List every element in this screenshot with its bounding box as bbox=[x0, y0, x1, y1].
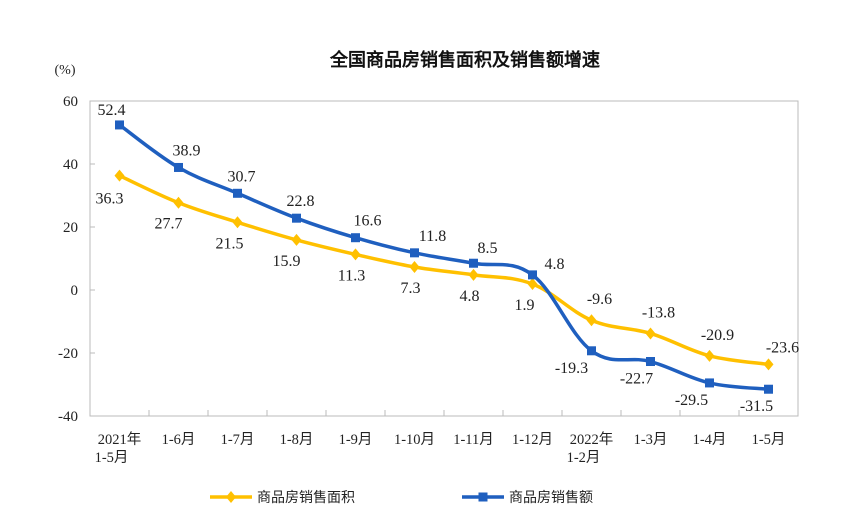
data-label: 7.3 bbox=[401, 280, 421, 297]
y-tick-label: 60 bbox=[63, 94, 78, 110]
legend-marker-diamond bbox=[226, 491, 236, 503]
data-label: 16.6 bbox=[354, 213, 382, 230]
data-point-square bbox=[764, 384, 773, 394]
series-line-1 bbox=[118, 174, 769, 367]
x-tick-label: 1-2月 bbox=[567, 450, 601, 466]
data-label: -9.6 bbox=[587, 291, 612, 308]
data-label: -22.7 bbox=[620, 371, 653, 388]
data-point-square bbox=[705, 378, 714, 388]
data-point-diamond bbox=[527, 278, 538, 291]
data-label: -13.8 bbox=[642, 304, 675, 321]
data-label: 52.4 bbox=[98, 102, 126, 119]
y-tick-label: 0 bbox=[71, 283, 79, 299]
data-point-diamond bbox=[468, 268, 479, 281]
data-label: 38.9 bbox=[173, 142, 201, 159]
data-label: 11.3 bbox=[338, 267, 365, 284]
x-tick-label: 1-6月 bbox=[162, 432, 196, 448]
data-point-square bbox=[174, 162, 183, 172]
data-label: 22.8 bbox=[287, 193, 315, 210]
data-label: 11.8 bbox=[419, 228, 446, 245]
x-tick-label: 1-4月 bbox=[693, 432, 727, 448]
data-point-square bbox=[469, 258, 478, 268]
data-label: 21.5 bbox=[216, 235, 244, 252]
x-tick-label: 2022年 bbox=[570, 431, 614, 448]
data-point-diamond bbox=[645, 327, 656, 340]
data-point-diamond bbox=[291, 233, 302, 246]
y-tick-label: -20 bbox=[58, 346, 78, 362]
data-label: -31.5 bbox=[740, 398, 773, 415]
data-point-square bbox=[351, 233, 360, 243]
x-tick-label: 1-3月 bbox=[634, 432, 668, 448]
data-label: 15.9 bbox=[273, 253, 301, 270]
data-point-square bbox=[292, 213, 301, 223]
x-tick-label: 1-5月 bbox=[95, 450, 129, 466]
data-label: 27.7 bbox=[155, 216, 183, 233]
data-point-diamond bbox=[704, 349, 715, 362]
legend-label: 商品房销售面积 bbox=[257, 490, 355, 506]
data-label: 4.8 bbox=[545, 256, 565, 273]
x-tick-label: 1-9月 bbox=[339, 432, 373, 448]
y-tick-label: -40 bbox=[58, 409, 78, 425]
data-label: 30.7 bbox=[228, 168, 256, 185]
series-line-2 bbox=[118, 123, 769, 391]
legend-label: 商品房销售额 bbox=[509, 490, 593, 506]
data-point-diamond bbox=[409, 261, 420, 274]
data-point-diamond bbox=[350, 248, 361, 261]
data-point-diamond bbox=[173, 196, 184, 209]
legend-marker-square bbox=[478, 492, 488, 502]
x-tick-label: 1-5月 bbox=[752, 432, 786, 448]
x-tick-label: 1-12月 bbox=[512, 432, 553, 448]
data-label: -20.9 bbox=[701, 327, 734, 344]
x-tick-label: 1-8月 bbox=[280, 432, 314, 448]
x-tick-label: 2021年 bbox=[98, 431, 142, 448]
x-tick-label: 1-7月 bbox=[221, 432, 255, 448]
data-point-square bbox=[528, 270, 537, 280]
data-point-square bbox=[410, 248, 419, 258]
data-point-square bbox=[587, 346, 596, 356]
data-label: -29.5 bbox=[675, 392, 708, 409]
data-label: 36.3 bbox=[96, 191, 124, 208]
data-label: 4.8 bbox=[460, 288, 480, 305]
x-tick-label: 1-10月 bbox=[394, 432, 435, 448]
data-point-square bbox=[233, 188, 242, 198]
data-point-square bbox=[646, 357, 655, 367]
data-point-diamond bbox=[763, 358, 774, 371]
y-tick-label: 20 bbox=[63, 220, 78, 236]
chart-title: 全国商品房销售面积及销售额增速 bbox=[329, 49, 600, 71]
data-point-diamond bbox=[586, 314, 597, 327]
data-point-square bbox=[115, 120, 124, 130]
x-tick-label: 1-11月 bbox=[453, 432, 494, 448]
data-point-diamond bbox=[232, 216, 243, 229]
data-label: -19.3 bbox=[555, 360, 588, 377]
y-tick-label: 40 bbox=[63, 157, 78, 173]
data-label: 8.5 bbox=[478, 240, 498, 257]
data-label: 1.9 bbox=[515, 297, 535, 314]
data-point-diamond bbox=[114, 169, 125, 182]
data-label: -23.6 bbox=[766, 339, 799, 356]
y-axis-label: (%) bbox=[55, 63, 76, 78]
